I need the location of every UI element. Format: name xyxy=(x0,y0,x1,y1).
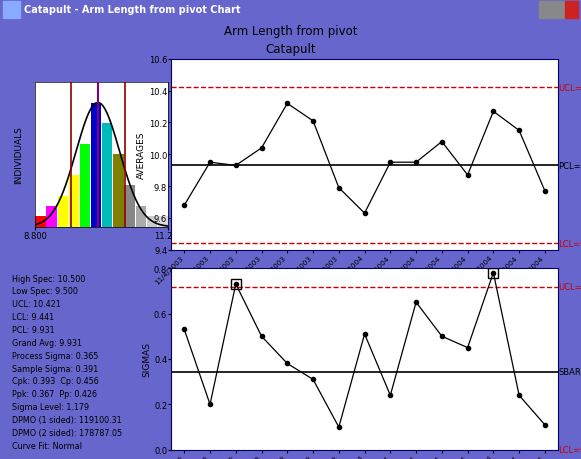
Bar xyxy=(113,155,124,227)
Text: UCL=10.421: UCL=10.421 xyxy=(558,84,581,93)
Bar xyxy=(565,2,578,18)
Bar xyxy=(102,124,112,227)
Bar xyxy=(3,2,20,18)
Text: High Spec: 10.500
Low Spec: 9.500
UCL: 10.421
LCL: 9.441
PCL: 9.931
Grand Avg: 9: High Spec: 10.500 Low Spec: 9.500 UCL: 1… xyxy=(12,274,122,450)
Bar xyxy=(158,217,168,227)
Text: PCL=9.931: PCL=9.931 xyxy=(558,162,581,170)
Bar xyxy=(69,175,79,227)
Text: UCL=0.717: UCL=0.717 xyxy=(558,283,581,292)
Text: SBAR=0.343: SBAR=0.343 xyxy=(558,368,581,376)
Bar xyxy=(539,2,552,18)
Y-axis label: SIGMAS: SIGMAS xyxy=(142,341,151,377)
Bar xyxy=(58,196,68,227)
Text: LCL=9.441: LCL=9.441 xyxy=(558,239,581,248)
Bar xyxy=(146,217,157,227)
Text: Catapult - Arm Length from pivot Chart: Catapult - Arm Length from pivot Chart xyxy=(24,6,241,15)
Text: INDIVIDUALS: INDIVIDUALS xyxy=(14,126,23,184)
Bar xyxy=(135,207,146,227)
Bar xyxy=(124,186,135,227)
Y-axis label: AVERAGES: AVERAGES xyxy=(137,131,146,179)
Text: Arm Length from pivot: Arm Length from pivot xyxy=(224,24,357,38)
Text: Catapult: Catapult xyxy=(265,43,316,56)
Bar xyxy=(551,2,564,18)
Bar xyxy=(46,207,57,227)
Text: LCL=0.000: LCL=0.000 xyxy=(558,445,581,454)
Bar xyxy=(91,103,101,227)
Bar xyxy=(35,217,45,227)
Bar xyxy=(80,145,90,227)
